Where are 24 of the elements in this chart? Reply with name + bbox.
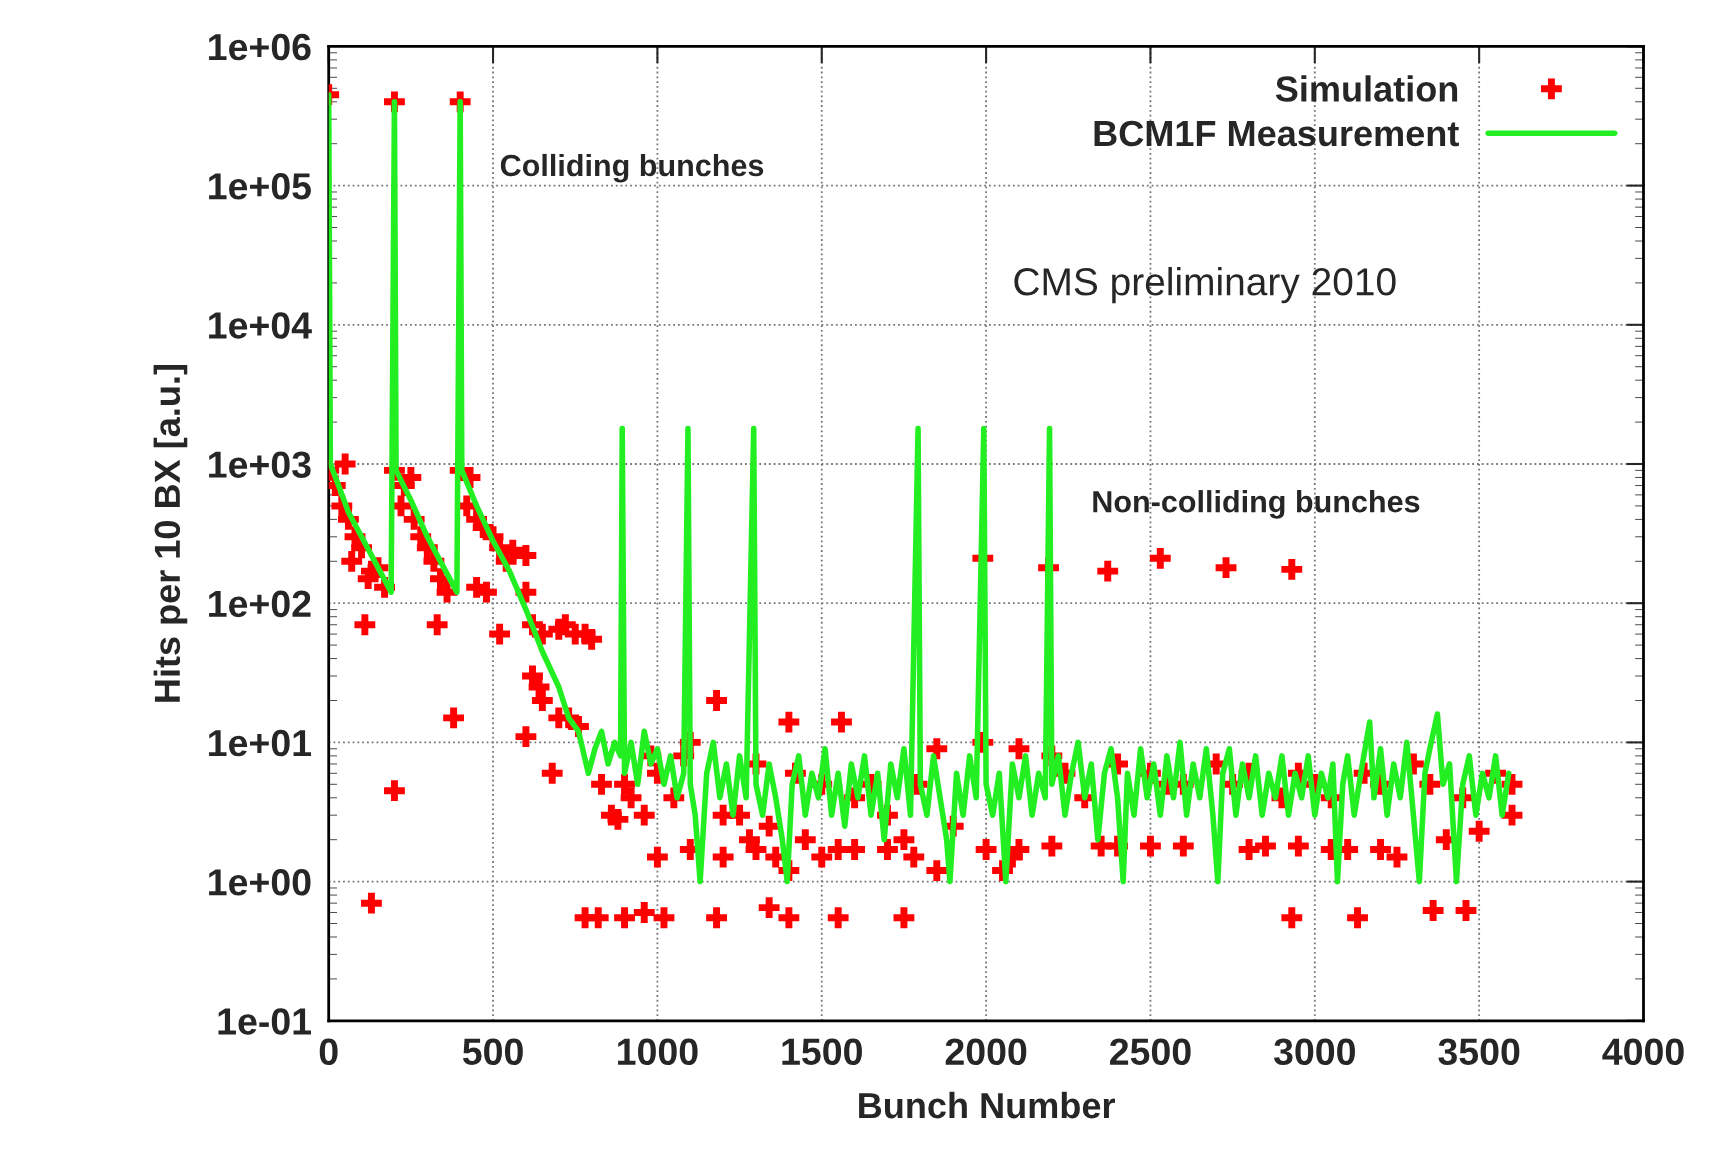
x-tick-label: 1000 xyxy=(618,1038,698,1066)
y-tick-label: 1e+00 xyxy=(209,869,311,896)
x-tick-label: 500 xyxy=(462,1038,523,1066)
x-tick-label: 1500 xyxy=(782,1038,862,1066)
y-axis-title: Hits per 10 BX [a.u.] xyxy=(153,365,188,702)
x-tick-label: 2500 xyxy=(1110,1038,1191,1066)
y-tick-label: 1e+01 xyxy=(209,729,311,757)
x-tick-label: 0 xyxy=(319,1038,338,1066)
annotation: CMS preliminary 2010 xyxy=(1014,267,1396,304)
y-tick-label: 1e+02 xyxy=(209,590,311,618)
y-tick-label: 1e+03 xyxy=(209,451,311,479)
y-tick-label: 1e+04 xyxy=(209,312,312,339)
annotation: Colliding bunches xyxy=(500,153,764,183)
x-tick-label: 3000 xyxy=(1273,1038,1355,1066)
x-axis-title: Bunch Number xyxy=(859,1091,1115,1119)
y-tick-label: 1e+06 xyxy=(209,33,311,61)
x-tick-label: 4000 xyxy=(1602,1038,1684,1066)
x-tick-label: 3500 xyxy=(1438,1038,1520,1066)
x-tick-label: 2000 xyxy=(945,1038,1027,1066)
annotation: Non-colliding bunches xyxy=(1093,490,1420,519)
legend-label: BCM1F Measurement xyxy=(1094,120,1459,147)
legend-label: Simulation xyxy=(1275,75,1458,102)
y-tick-label: 1e-01 xyxy=(218,1008,311,1035)
y-tick-label: 1e+05 xyxy=(209,173,311,200)
